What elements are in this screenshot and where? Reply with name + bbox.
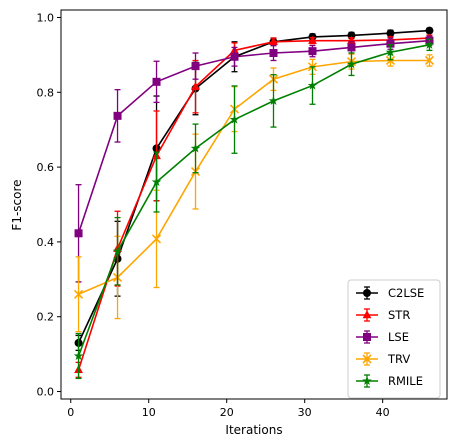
x-tick-label: 0 [67,406,74,419]
data-point [268,95,279,105]
data-point [386,29,395,38]
y-tick-label: 0.6 [37,161,55,174]
data-point [151,177,162,187]
data-point [425,26,434,35]
y-tick-label: 0.0 [37,386,55,399]
series-line [77,37,430,371]
data-point [386,39,395,48]
legend-marker [362,310,372,319]
data-point [229,114,240,124]
series-line [77,44,430,357]
legend-marker [362,376,372,386]
data-point [347,43,356,52]
data-point [346,59,357,69]
legend-label: LSE [388,330,409,344]
legend-label: STR [388,308,410,322]
legend-item: LSE [356,330,409,344]
data-point [308,47,317,56]
data-point [424,55,435,66]
x-axis-label: Iterations [225,423,282,437]
data-point [424,39,435,49]
legend-label: RMILE [388,374,423,388]
y-tick-label: 0.2 [37,311,55,324]
series-line [78,59,430,296]
data-point [308,35,317,44]
legend-label: C2LSE [388,286,424,300]
data-point [269,49,278,58]
data-point [385,55,396,66]
y-tick-label: 1.0 [37,11,55,24]
data-point [230,52,239,61]
legend-item: RMILE [356,374,423,388]
data-point [74,229,83,238]
x-axis: 0 10 20 30 40 [67,399,390,419]
data-point [73,289,84,299]
data-point [73,350,84,361]
legend-item: TRV [356,352,410,366]
data-point [269,36,278,45]
data-point [190,143,201,153]
legend-box [347,279,441,399]
x-tick-label: 10 [142,406,156,419]
y-axis: 0.0 0.2 0.4 0.6 0.8 1.0 [37,11,61,399]
legend-label: TRV [387,352,410,366]
legend-marker [363,289,371,297]
x-tick-label: 40 [376,406,390,419]
data-point [191,81,200,90]
data-point [113,111,122,120]
data-point [385,47,396,57]
legend: C2LSE STR LSE TRV RMILE [347,279,441,399]
y-tick-label: 0.8 [37,86,55,99]
y-tick-label: 0.4 [37,236,55,249]
data-point [152,77,161,86]
data-point [112,246,123,256]
series-lse [74,35,434,283]
plot-layer [73,26,435,380]
legend-item: STR [356,308,410,322]
data-point [151,234,162,244]
plot-frame [60,9,448,400]
series-rmile [73,38,435,380]
legend-marker [362,354,372,364]
x-tick-label: 20 [220,406,234,419]
legend-marker [363,333,371,341]
y-axis-label: F1-score [10,179,24,230]
data-point [191,62,200,71]
data-point [307,80,318,90]
x-tick-label: 30 [298,406,312,419]
series-line [77,39,430,234]
legend-item: C2LSE [356,286,424,300]
